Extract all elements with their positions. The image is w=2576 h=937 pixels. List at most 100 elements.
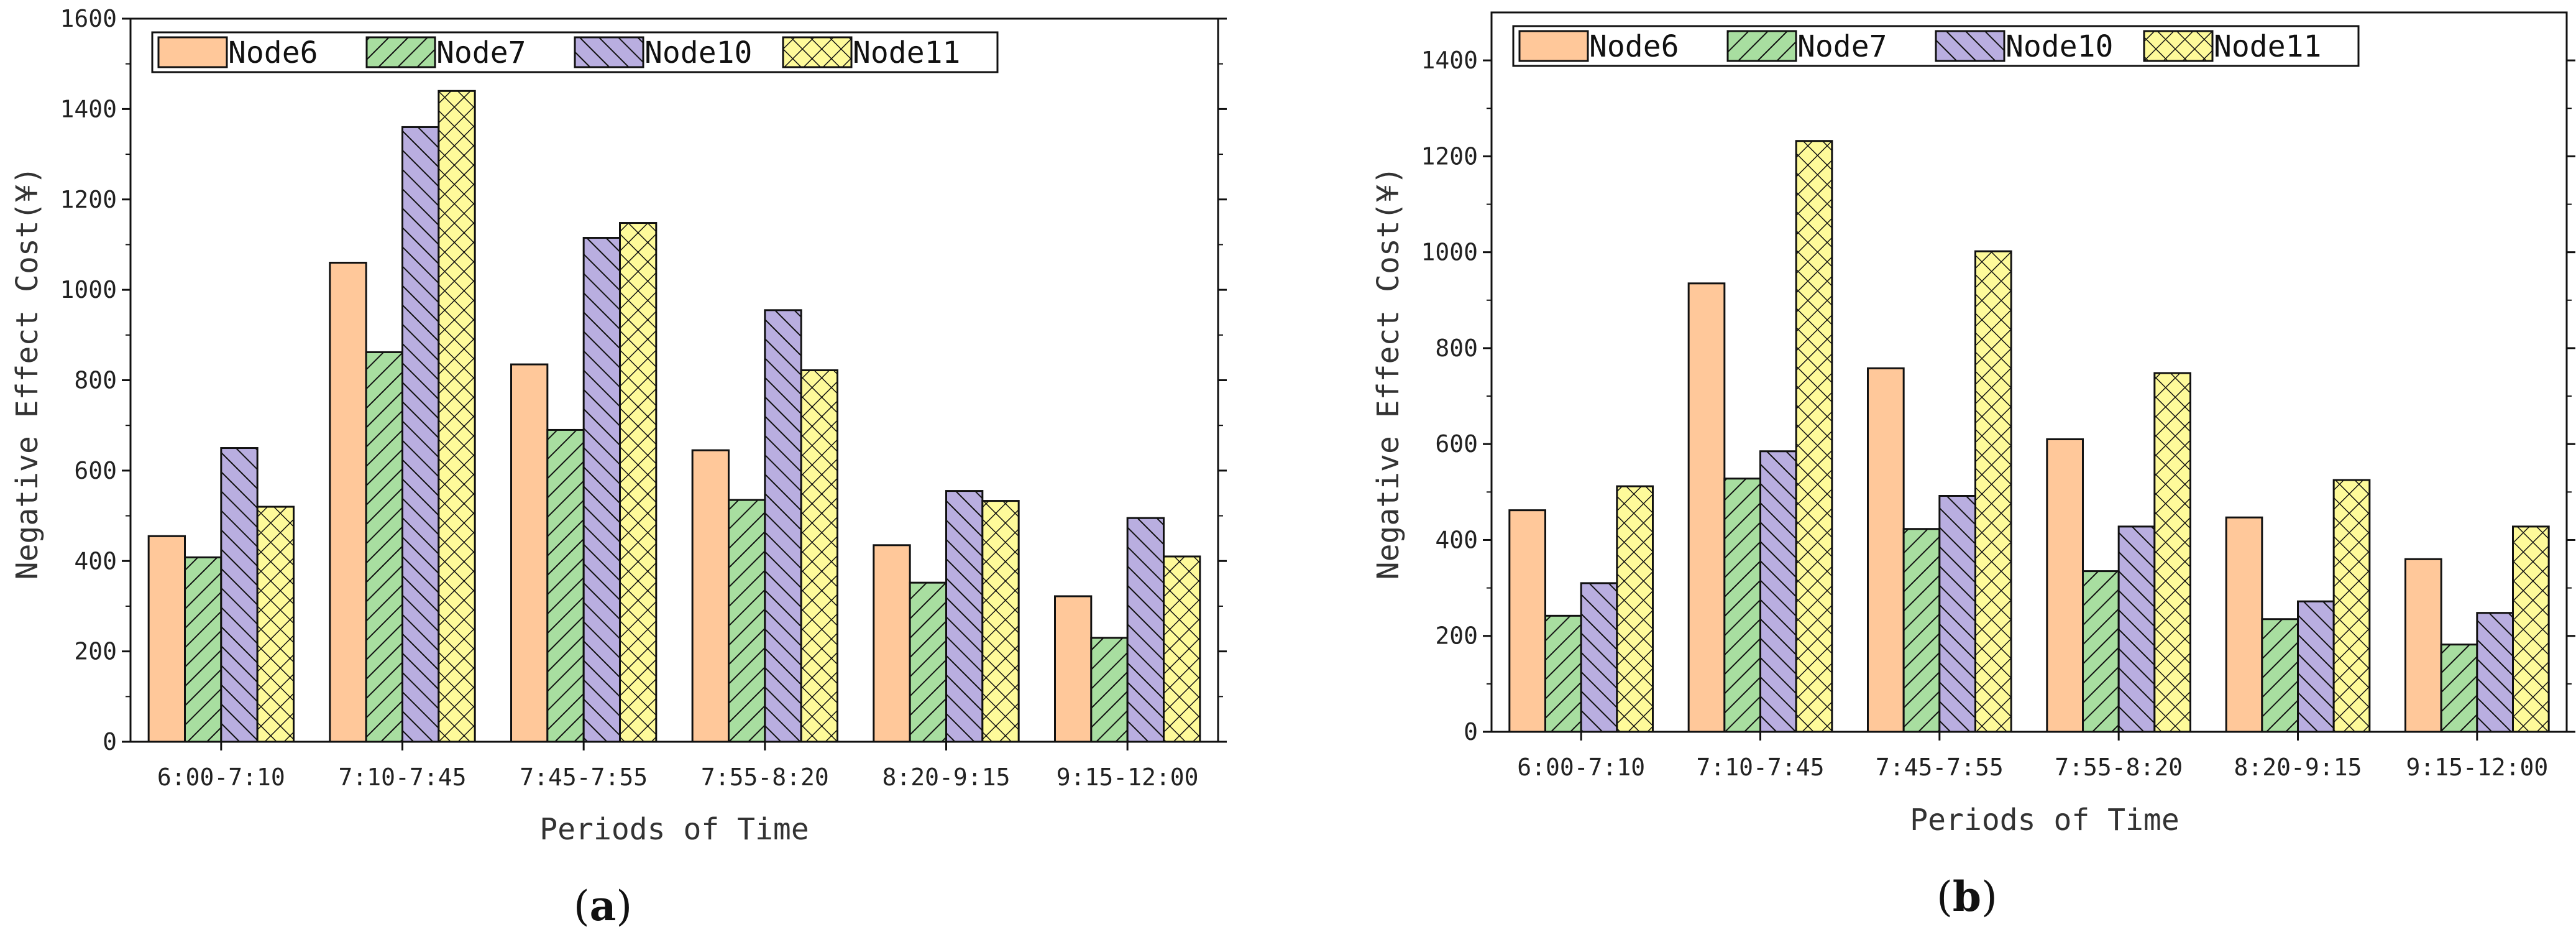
- bar-node6-5: [1054, 595, 1093, 743]
- bar-node6-3: [691, 449, 730, 743]
- bar-node11-0: [256, 505, 295, 743]
- y-tick-label: 800: [74, 367, 117, 394]
- legend-label-node11: Node11: [853, 35, 960, 70]
- bar-node6-4: [2225, 516, 2263, 733]
- y-tick-label: 1600: [60, 5, 117, 32]
- y-tick-label: 1400: [1421, 47, 1478, 74]
- legend-swatch-node7: [365, 36, 436, 68]
- bar-node10-2: [1938, 495, 1976, 733]
- bar-node6-2: [1867, 367, 1905, 733]
- bar-node11-3: [800, 369, 838, 743]
- bar-node6-3: [2046, 438, 2084, 733]
- y-tick-label: 600: [74, 457, 117, 484]
- y-tick-label: 400: [1435, 526, 1478, 553]
- bar-node7-4: [909, 581, 947, 743]
- y-tick-label: 1000: [1421, 239, 1478, 266]
- bar-node11-2: [1974, 250, 2012, 733]
- x-tick-label: 6:00-7:10: [1517, 754, 1645, 781]
- x-tick-label: 7:45-7:55: [520, 764, 648, 791]
- y-tick-label: 400: [74, 547, 117, 575]
- legend-b: Node6 Node7 Node10 Node11: [1512, 25, 2360, 67]
- legend-swatch-node11: [782, 36, 853, 68]
- y-tick-label: 600: [1435, 430, 1478, 458]
- y-tick-label: 1000: [60, 276, 117, 303]
- bar-node7-4: [2261, 618, 2299, 733]
- y-tick-label: 1200: [60, 186, 117, 213]
- bar-node7-2: [1902, 528, 1941, 733]
- y-axis-title-a: Negative Effect Cost(¥): [10, 167, 45, 580]
- x-tick-label: 8:20-9:15: [2234, 754, 2362, 781]
- x-tick-label: 7:55-8:20: [701, 764, 829, 791]
- bar-node7-0: [1544, 614, 1582, 733]
- legend-swatch-node10: [1935, 30, 2005, 62]
- y-tick-label: 1200: [1421, 142, 1478, 170]
- legend-label-node7: Node7: [1797, 29, 1887, 64]
- y-tick-label: 200: [74, 638, 117, 665]
- bar-node7-3: [728, 499, 766, 743]
- x-tick-label: 7:45-7:55: [1876, 754, 2004, 781]
- bar-node11-5: [2512, 525, 2550, 733]
- y-tick-label: 800: [1435, 335, 1478, 362]
- legend-label-node11: Node11: [2214, 29, 2321, 64]
- bar-node7-2: [546, 428, 585, 743]
- x-tick-label: 9:15-12:00: [2406, 754, 2548, 781]
- x-tick-label: 9:15-12:00: [1057, 764, 1199, 791]
- panel-label-a: (a): [574, 882, 632, 930]
- bars-b: [1508, 140, 2550, 733]
- x-axis-b: 6:00-7:10 7:10-7:45 7:45-7:55 7:55-8:20 8:20…: [1517, 732, 2548, 781]
- y-tick-label: 200: [1435, 622, 1478, 650]
- bar-node10-4: [945, 490, 984, 743]
- legend-label-node7: Node7: [436, 35, 526, 70]
- bar-node11-4: [981, 500, 1020, 743]
- bar-node11-2: [619, 222, 658, 743]
- legend-swatch-node7: [1726, 30, 1797, 62]
- bar-node11-1: [1795, 140, 1833, 733]
- bar-node10-5: [2476, 612, 2514, 733]
- bar-node11-1: [438, 90, 476, 743]
- x-tick-label: 8:20-9:15: [882, 764, 1011, 791]
- bar-node10-0: [220, 447, 259, 743]
- legend-a: Node6 Node7 Node10 Node11: [151, 31, 999, 73]
- legend-label-node6: Node6: [228, 35, 318, 70]
- x-tick-label: 6:00-7:10: [157, 764, 285, 791]
- bar-node11-4: [2332, 479, 2371, 733]
- bar-node6-2: [510, 363, 549, 743]
- x-axis-a: 6:00-7:10 7:10-7:45 7:45-7:55 7:55-8:20 8:20…: [157, 742, 1199, 791]
- bar-node6-4: [873, 544, 911, 743]
- bar-node7-1: [365, 351, 404, 743]
- bar-node10-2: [582, 237, 621, 743]
- x-axis-title-a: Periods of Time: [539, 812, 809, 847]
- y-tick-label: 0: [103, 728, 117, 755]
- bar-node10-4: [2297, 600, 2335, 733]
- y-axis-a: 0 200 400 600 800 1000 1200 1400 1600: [60, 5, 1227, 755]
- panel-label-b: (b): [1937, 872, 1997, 921]
- legend-label-node10: Node10: [644, 35, 752, 70]
- bar-node7-0: [184, 556, 222, 743]
- bar-node11-3: [2153, 372, 2191, 733]
- y-axis-title-b: Negative Effect Cost(¥): [1371, 167, 1406, 580]
- bar-node6-0: [147, 535, 186, 743]
- x-tick-label: 7:10-7:45: [339, 764, 467, 791]
- bar-node11-5: [1163, 555, 1201, 743]
- legend-label-node6: Node6: [1589, 29, 1679, 64]
- bar-node6-1: [1687, 282, 1726, 733]
- bar-node7-1: [1723, 478, 1761, 733]
- plot-frame: [1490, 11, 2568, 733]
- legend-swatch-node11: [2143, 30, 2214, 62]
- bar-node6-5: [2404, 558, 2442, 733]
- x-axis-title-b: Periods of Time: [1910, 803, 2179, 838]
- bar-node10-5: [1126, 517, 1165, 743]
- chart-panel-a: 0 200 400 600 800 1000 1200 1400 1600 6:00-7:10 7…: [10, 5, 1227, 930]
- bar-node10-3: [764, 309, 802, 743]
- legend-swatch-node6: [1518, 30, 1589, 62]
- bar-node6-0: [1508, 509, 1546, 733]
- bar-node10-1: [1759, 450, 1797, 733]
- bar-node7-5: [1090, 637, 1129, 743]
- x-tick-label: 7:55-8:20: [2055, 754, 2183, 781]
- bar-node10-3: [2117, 525, 2156, 733]
- x-tick-label: 7:10-7:45: [1697, 754, 1825, 781]
- y-axis-b: 0 200 400 600 800 1000 1200 1400: [1421, 11, 2575, 745]
- bar-node10-0: [1580, 582, 1618, 733]
- y-tick-label: 1400: [60, 95, 117, 122]
